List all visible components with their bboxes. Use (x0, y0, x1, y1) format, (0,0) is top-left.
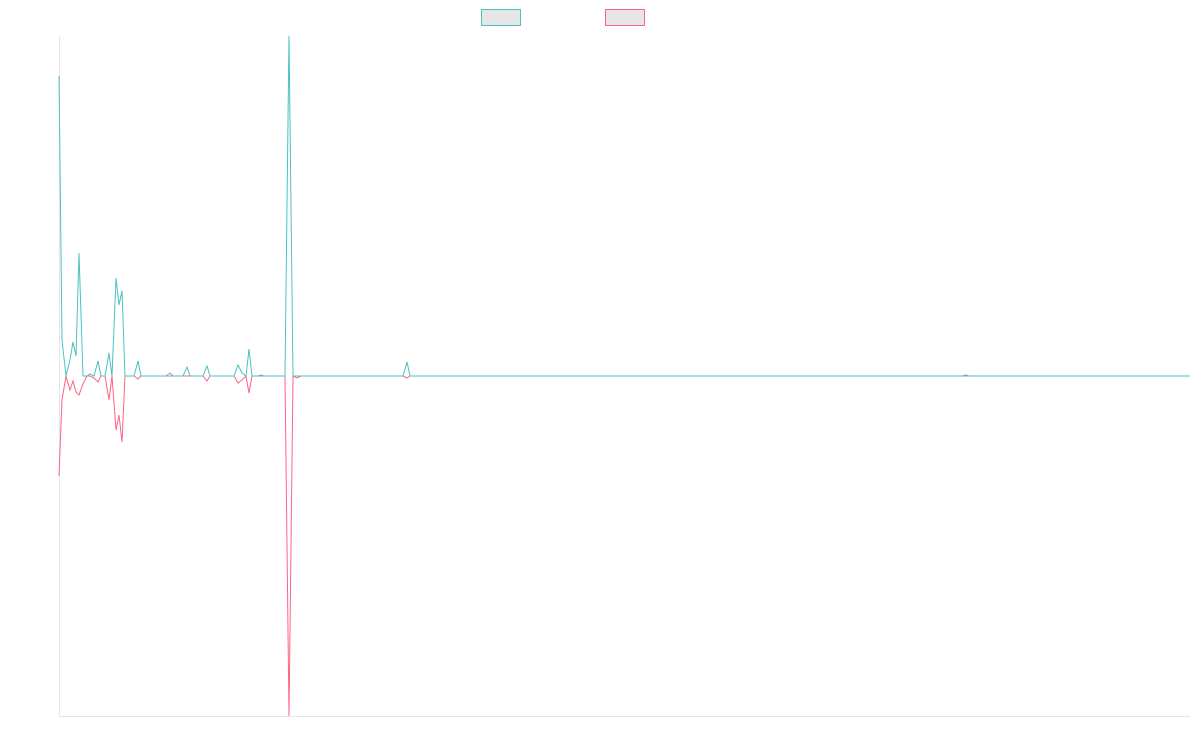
plot-area (58, 35, 1190, 717)
series-line (58, 374, 1190, 717)
legend-swatch (605, 9, 645, 26)
legend (481, 9, 645, 26)
legend-swatch (481, 9, 521, 26)
series-line (58, 35, 1190, 377)
